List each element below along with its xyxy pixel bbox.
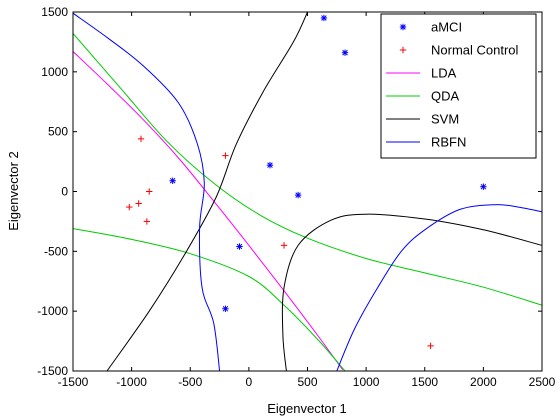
normal-control-point (135, 200, 142, 207)
rbfn-legend-label: RBFN (431, 135, 466, 150)
y-tick-label: -1500 (37, 364, 68, 378)
x-tick-label: 500 (297, 375, 317, 389)
x-tick-label: 1500 (411, 375, 438, 389)
x-tick-label: 0 (246, 375, 253, 389)
legend: aMCI Normal Control LDA QDA SVM RBFN (380, 13, 537, 159)
x-tick-label: -1000 (116, 375, 147, 389)
normal-control-point (137, 135, 145, 143)
y-tick-label: -1000 (37, 304, 68, 318)
x-tick-label: 2000 (470, 375, 497, 389)
x-tick-label: -1500 (58, 375, 89, 389)
legend-box (380, 13, 537, 159)
y-axis-label: Eigenvector 2 (6, 151, 21, 231)
series-layer (73, 12, 542, 371)
y-tick-label: 1500 (41, 5, 68, 19)
x-tick-label: 1000 (353, 375, 380, 389)
rbfn-boundary-2 (336, 204, 542, 371)
y-tick-label: 0 (61, 185, 68, 199)
amci-point (294, 191, 302, 199)
x-axis-label: Eigenvector 1 (267, 401, 347, 416)
amci-point (320, 14, 328, 22)
amci-point (266, 161, 274, 169)
amci-point (169, 177, 176, 184)
tick-layer: -1500 -1000 -500 0 500 1000 1500 2000 2500 -1500 -… (37, 5, 555, 389)
y-tick-label: 500 (48, 125, 68, 139)
normal-control-point (126, 203, 133, 211)
x-tick-label: 2500 (529, 375, 556, 389)
lda-boundary-1 (73, 51, 344, 371)
legend-entries: aMCI Normal Control LDA QDA SVM RBFN (386, 20, 519, 150)
normal-control-point (280, 242, 288, 249)
normal-control-point (143, 218, 151, 225)
y-tick-label: -500 (44, 244, 68, 258)
x-tick-label: -500 (178, 375, 202, 389)
svm-boundary-2 (281, 213, 542, 371)
qda-legend-label: QDA (431, 89, 460, 104)
rbfn-boundary-1 (73, 12, 221, 371)
qda-boundary-2 (73, 228, 346, 371)
normal-control-legend-label: Normal Control (431, 43, 519, 58)
y-tick-label: 1000 (41, 65, 68, 79)
lda-legend-label: LDA (431, 66, 457, 81)
amci-legend-marker (399, 23, 407, 31)
amci-point (222, 305, 229, 312)
normal-control-point (222, 152, 229, 159)
normal-control-point (427, 342, 434, 350)
svm-legend-label: SVM (431, 112, 459, 127)
svm-boundary-1 (106, 12, 308, 371)
amci-point (480, 183, 487, 190)
normal-control-legend-marker (399, 46, 407, 54)
marker-layer (126, 14, 487, 350)
amci-point (341, 49, 349, 56)
amci-point (236, 243, 243, 250)
amci-legend-label: aMCI (431, 20, 462, 35)
normal-control-point (146, 188, 153, 195)
qda-boundary-1 (73, 33, 542, 306)
